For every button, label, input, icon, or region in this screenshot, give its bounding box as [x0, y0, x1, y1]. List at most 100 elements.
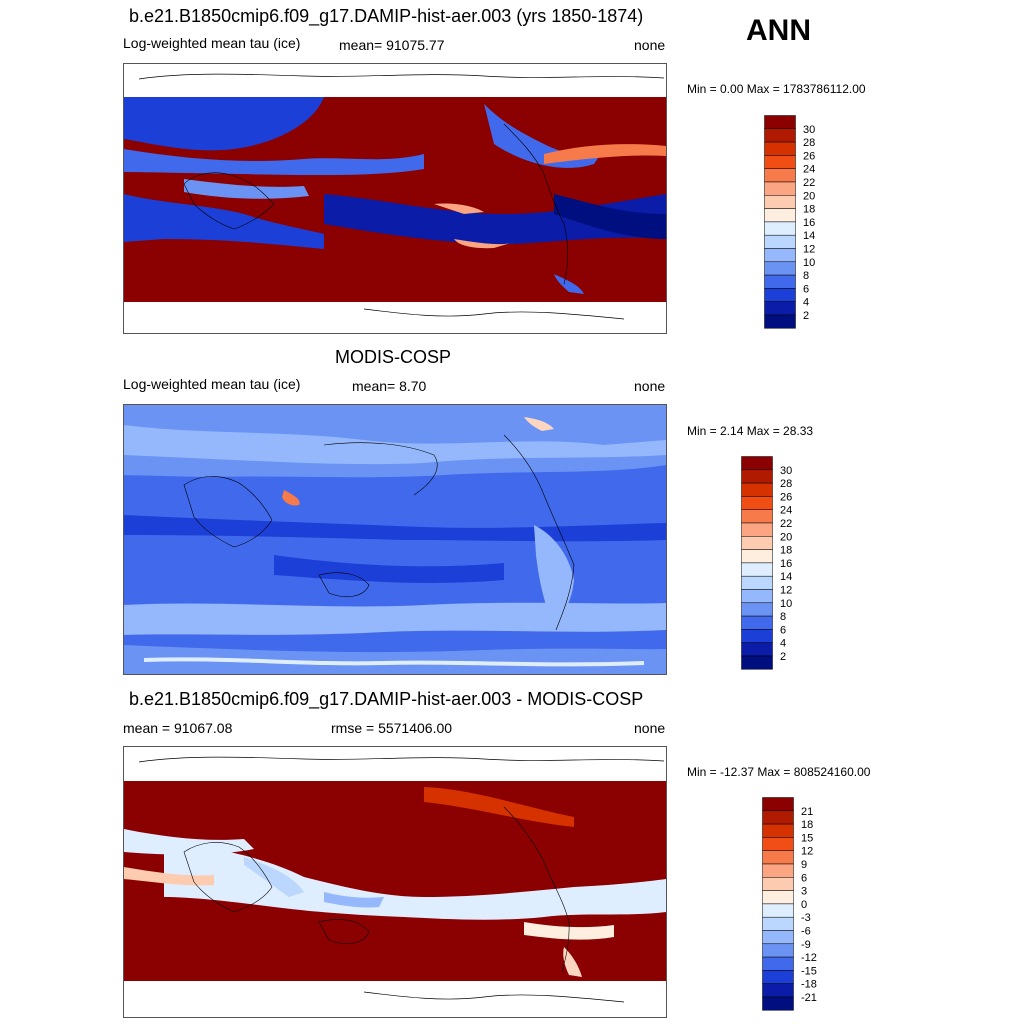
- colorbar-tick-label: -18: [801, 979, 817, 991]
- colorbar-swatch: [762, 837, 794, 851]
- panel-3-colorbar: 21 18 15 12 9 6 3 0 -3 -6 -9 -12 -15 -18 -21: [762, 797, 832, 1017]
- colorbar-swatch: [762, 956, 794, 971]
- colorbar-swatch: [764, 221, 796, 236]
- colorbar-tick-label: -9: [801, 939, 811, 951]
- panel-2-minmax: Min = 2.14 Max = 28.33: [687, 424, 814, 438]
- panel-1-left-label: Log-weighted mean tau (ice): [123, 35, 301, 51]
- colorbar-swatch: [741, 522, 773, 537]
- colorbar-tick-label: 30: [803, 124, 815, 136]
- colorbar-tick-label: 4: [803, 297, 809, 309]
- colorbar-tick-label: -6: [801, 926, 811, 938]
- colorbar-tick-label: 22: [803, 177, 815, 189]
- colorbar-tick-label: 6: [801, 872, 807, 884]
- colorbar-swatch: [741, 509, 773, 524]
- colorbar-tick-label: -3: [801, 912, 811, 924]
- colorbar-swatch: [762, 930, 794, 945]
- colorbar-swatch: [764, 314, 796, 329]
- colorbar-tick-label: 9: [801, 859, 807, 871]
- panel-1-units: none: [634, 37, 666, 53]
- panel-1-map: [123, 63, 667, 334]
- colorbar-swatch: [764, 141, 796, 156]
- colorbar-tick-label: 28: [780, 478, 792, 490]
- panel-1-colorbar: 30 28 26 24 22 20 18 16 14 12 10 8 6 4 2: [764, 115, 834, 335]
- colorbar-tick-label: -15: [801, 965, 817, 977]
- colorbar-tick-label: 20: [780, 531, 792, 543]
- colorbar-swatch: [764, 128, 796, 143]
- panel-2-map: [123, 404, 667, 675]
- colorbar-tick-label: -12: [801, 952, 817, 964]
- colorbar-swatch: [741, 456, 773, 471]
- panel-3-title: b.e21.B1850cmip6.f09_g17.DAMIP-hist-aer.…: [129, 689, 644, 709]
- panel-2-stat-label: mean= 8.70: [352, 378, 427, 394]
- panel-3-units: none: [634, 720, 666, 736]
- colorbar-swatch: [764, 234, 796, 249]
- panel-3-left-label: mean = 91067.08: [123, 720, 233, 736]
- colorbar-tick-label: 24: [780, 505, 792, 517]
- colorbar-tick-label: 18: [801, 819, 813, 831]
- panel-3-minmax: Min = -12.37 Max = 808524160.00: [687, 765, 871, 779]
- colorbar-tick-label: 4: [780, 638, 786, 650]
- colorbar-tick-label: 2: [803, 310, 809, 322]
- colorbar-tick-label: 26: [803, 150, 815, 162]
- colorbar-tick-label: 16: [780, 558, 792, 570]
- colorbar-swatch: [762, 850, 794, 865]
- panel-1-stat-label: mean= 91075.77: [339, 37, 445, 53]
- colorbar-swatch: [764, 168, 796, 183]
- colorbar-swatch: [741, 549, 773, 564]
- colorbar-tick-label: 10: [780, 598, 792, 610]
- colorbar-swatch: [764, 248, 796, 263]
- colorbar-swatch: [764, 181, 796, 196]
- colorbar-tick-label: 2: [780, 651, 786, 663]
- colorbar-swatch: [741, 469, 773, 484]
- colorbar-swatch: [764, 155, 796, 169]
- colorbar-swatch: [741, 496, 773, 510]
- colorbar-swatch: [741, 482, 773, 497]
- panel-3-field: [124, 747, 666, 1017]
- colorbar-swatch: [764, 195, 796, 209]
- colorbar-swatch: [764, 301, 796, 316]
- colorbar-tick-label: 6: [780, 624, 786, 636]
- colorbar-swatch: [741, 536, 773, 550]
- colorbar-tick-label: 14: [780, 571, 792, 583]
- colorbar-swatch: [741, 655, 773, 670]
- colorbar-tick-label: 16: [803, 217, 815, 229]
- colorbar-swatch: [762, 877, 794, 891]
- colorbar-tick-label: 12: [803, 244, 815, 256]
- panel-2-units: none: [634, 378, 666, 394]
- colorbar-tick-label: 6: [803, 283, 809, 295]
- panel-1-field: [124, 64, 666, 333]
- colorbar-swatch: [764, 208, 796, 223]
- panel-2-title: MODIS-COSP: [335, 347, 452, 367]
- panel-3-stat-label: rmse = 5571406.00: [331, 720, 453, 736]
- colorbar-swatch: [741, 589, 773, 604]
- colorbar-swatch: [762, 903, 794, 918]
- panel-1-minmax: Min = 0.00 Max = 1783786112.00: [687, 82, 866, 96]
- colorbar-swatch: [764, 274, 796, 289]
- colorbar-tick-label: 30: [780, 465, 792, 477]
- colorbar-tick-label: 18: [803, 204, 815, 216]
- season-label: ANN: [746, 14, 811, 47]
- colorbar-tick-label: 8: [803, 270, 809, 282]
- panel-1-title: b.e21.B1850cmip6.f09_g17.DAMIP-hist-aer.…: [129, 6, 644, 26]
- panel-2-colorbar: 30 28 26 24 22 20 18 16 14 12 10 8 6 4 2: [741, 456, 811, 676]
- colorbar-swatch: [762, 797, 794, 812]
- colorbar-swatch: [741, 575, 773, 590]
- colorbar-swatch: [762, 970, 794, 984]
- panel-3-map: [123, 746, 667, 1018]
- panel-2-field: [124, 405, 666, 674]
- colorbar-swatch: [762, 863, 794, 878]
- colorbar-tick-label: 20: [803, 190, 815, 202]
- colorbar-swatch: [762, 823, 794, 838]
- colorbar-swatch: [762, 996, 794, 1011]
- colorbar-swatch: [741, 602, 773, 617]
- colorbar-tick-label: 18: [780, 545, 792, 557]
- colorbar-tick-label: 24: [803, 164, 815, 176]
- colorbar-swatch: [764, 288, 796, 302]
- colorbar-tick-label: 15: [801, 832, 813, 844]
- colorbar-tick-label: 0: [801, 899, 807, 911]
- panel-2-left-label: Log-weighted mean tau (ice): [123, 376, 301, 392]
- colorbar-swatch: [764, 115, 796, 130]
- colorbar-tick-label: 26: [780, 491, 792, 503]
